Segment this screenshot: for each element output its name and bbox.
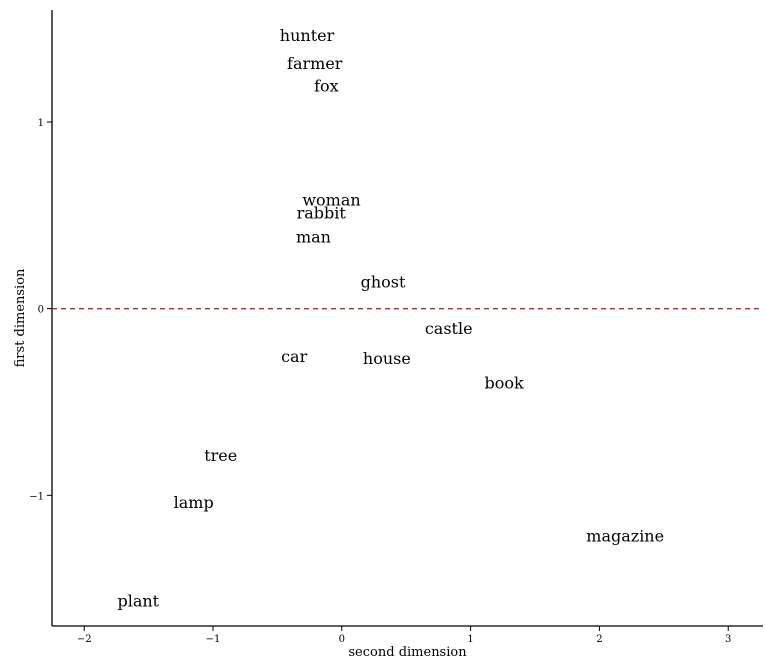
point-label-book: book [485, 373, 525, 392]
x-axis-title: second dimension [348, 645, 467, 660]
y-tick-label: 1 [38, 118, 44, 129]
point-label-magazine: magazine [586, 526, 664, 545]
x-tick-label: 0 [339, 634, 345, 645]
point-label-castle: castle [425, 319, 473, 338]
y-tick-label: 0 [38, 305, 44, 316]
x-tick-label: −2 [77, 634, 92, 645]
point-label-fox: fox [314, 77, 339, 96]
point-label-woman: woman [302, 190, 360, 209]
point-label-rabbit: rabbit [297, 203, 347, 222]
point-label-house: house [363, 349, 411, 368]
point-label-plant: plant [117, 592, 159, 611]
point-label-tree: tree [204, 446, 237, 465]
point-label-car: car [281, 347, 308, 366]
x-tick-label: 3 [725, 634, 731, 645]
point-label-farmer: farmer [287, 54, 343, 73]
axes: −2 −1 0 1 2 3 −1 0 1 [29, 10, 763, 645]
x-tick-label: 2 [596, 634, 602, 645]
point-label-hunter: hunter [280, 26, 335, 45]
point-label-lamp: lamp [174, 493, 214, 512]
x-tick-label: 1 [467, 634, 473, 645]
y-tick-label: −1 [29, 491, 44, 502]
point-label-ghost: ghost [361, 273, 406, 292]
point-label-man: man [296, 228, 331, 247]
y-axis-title: first dimension [13, 268, 28, 367]
x-tick-label: −1 [206, 634, 221, 645]
